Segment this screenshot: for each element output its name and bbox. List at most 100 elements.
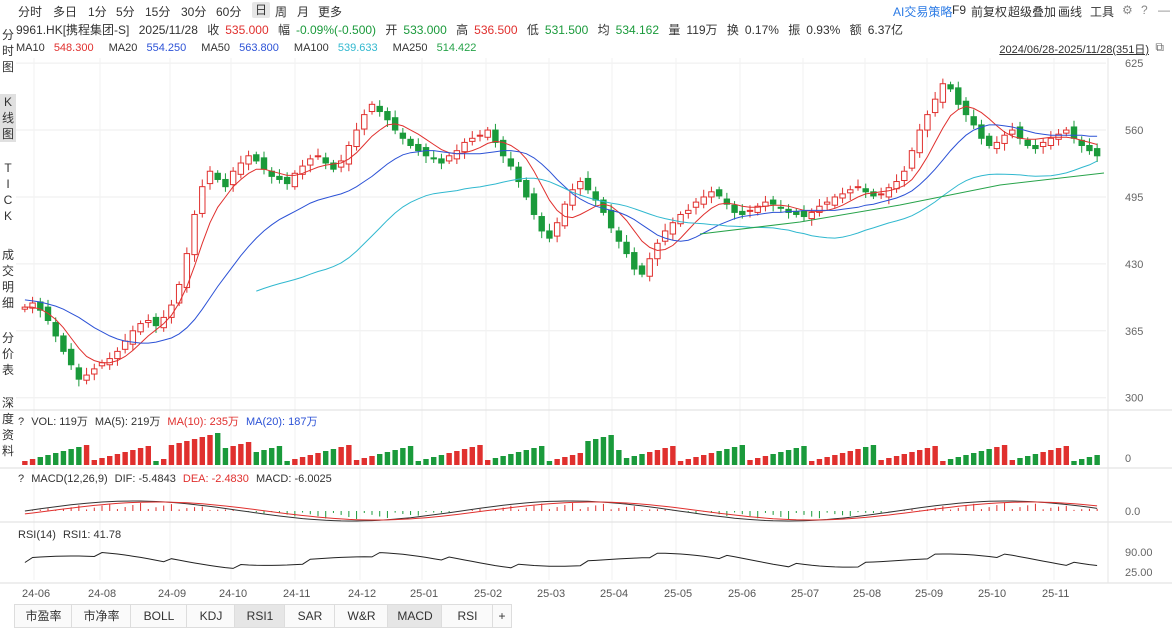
volume-bar [361,458,367,465]
sidebar-item-0[interactable]: 分时图 [1,28,14,74]
indicator-tab-4[interactable]: RSI1 [234,604,286,628]
period-tab-9[interactable]: 月 [297,5,310,19]
volume-bar [839,453,846,465]
draw-line-button[interactable]: 画线 [1058,5,1083,19]
ai-strategy-link[interactable]: AI交易策略 [893,5,953,19]
volume-bar [755,458,761,465]
ma20-label: MA20 [108,42,138,54]
candle-body [615,230,623,242]
indicator-tab-5[interactable]: SAR [284,604,336,628]
candle-body [800,210,808,218]
sidebar-item-4[interactable]: 分价表 [1,331,14,377]
volume-bar [461,449,468,465]
time-axis-label: 25-10 [978,588,1006,600]
adjust-button[interactable]: 前复权 [971,5,1008,19]
volume-bar [1025,456,1031,465]
rsi-axis-top: 90.00 [1125,547,1153,559]
candle-body [538,216,545,232]
volume-bar [593,439,599,465]
copy-icon[interactable]: ⧉ [1155,40,1164,54]
indicator-tab-7[interactable]: MACD [387,604,443,628]
turnover-value: 0.17% [744,23,779,37]
turnover-rate: 换 0.17% [727,23,779,37]
volume-bar [924,448,931,465]
indicator-tab-6[interactable]: W&R [334,604,389,628]
volume-bar [29,459,36,465]
volume-bar [986,449,992,465]
sidebar-item-3[interactable]: 成交明细 [1,248,14,310]
low-value: 531.500 [544,23,589,37]
indicator-tab-3[interactable]: KDJ [186,604,236,628]
indicator-tab-9[interactable]: + [492,604,512,628]
volume-bar [893,456,900,465]
volume-bar [307,455,313,465]
period-tab-3[interactable]: 5分 [116,5,135,19]
candle-body [754,205,761,213]
period-tab-1[interactable]: 多日 [53,5,78,19]
period-tab-5[interactable]: 30分 [181,5,207,19]
candle-body [515,166,522,183]
volume-bar [1071,461,1077,465]
ma10-line [24,105,1098,364]
volume-bar [600,437,607,465]
candle-body [152,316,160,327]
candle-body [276,175,283,180]
candle-body [314,155,322,158]
period-tab-0[interactable]: 分时 [18,5,43,19]
candle-body [901,170,908,181]
chart-area[interactable]: 625 560 495 430 365 300 24-06 24-08 24-09 24-10 24… [0,0,1172,604]
period-tab-4[interactable]: 15分 [145,5,171,19]
date-range[interactable]: 2024/06/28-2025/11/28(351日) [999,44,1149,56]
indicator-tab-0[interactable]: 市盈率 [14,604,73,628]
candle-body [831,196,839,206]
volume-bar [392,450,398,465]
candle-body [839,193,846,199]
volume-bar [832,455,838,465]
period-tab-10[interactable]: 更多 [318,5,343,19]
help-icon[interactable]: ? [18,473,25,485]
indicator-tab-2[interactable]: BOLL [130,604,188,628]
candle-body [769,199,777,205]
candle-body [368,103,376,113]
volume-bar [114,454,121,465]
candle-body [553,222,561,237]
volume-bar [299,457,306,465]
period-tab-8[interactable]: 周 [275,5,288,19]
ma250-label: MA250 [392,42,428,54]
period-tab-7[interactable]: 日 [252,2,271,18]
period-tab-2[interactable]: 1分 [88,5,107,19]
volume-bar [369,456,375,465]
time-axis-label: 24-10 [219,588,247,600]
volume-bar [107,456,113,465]
candle-body [75,367,83,380]
volume-bar [315,453,321,465]
sidebar-item-5[interactable]: 深度资料 [1,396,14,458]
candle-body [584,177,592,191]
volume-bar [261,450,267,465]
indicator-tab-8[interactable]: RSI [441,604,494,628]
candle-body [499,139,507,157]
period-tab-6[interactable]: 60分 [216,5,242,19]
volume-bar [407,446,414,465]
volume-axis-label: 0 [1125,453,1131,465]
volume-bar [662,448,668,465]
tools-button[interactable]: 工具 [1090,5,1115,19]
volume-bar [323,451,329,465]
overlay-button[interactable]: 超级叠加 [1008,5,1057,19]
minimize-icon[interactable]: — [1158,3,1170,17]
volume-bar [377,454,383,465]
f9-button[interactable]: F9 [952,3,967,17]
rsi-line [24,551,1098,569]
candle-body [415,143,422,152]
ma250-legend: MA250 514.422 [393,42,483,54]
volume-bar [137,448,144,465]
volume-bar [870,445,877,465]
help-icon[interactable]: ? [18,416,25,428]
settings-icon[interactable]: ⚙ [1122,3,1133,17]
volume-bar [785,450,792,465]
indicator-tab-1[interactable]: 市净率 [71,604,132,628]
candle-body [145,320,152,324]
help-circle-icon[interactable]: ? [1141,3,1148,17]
